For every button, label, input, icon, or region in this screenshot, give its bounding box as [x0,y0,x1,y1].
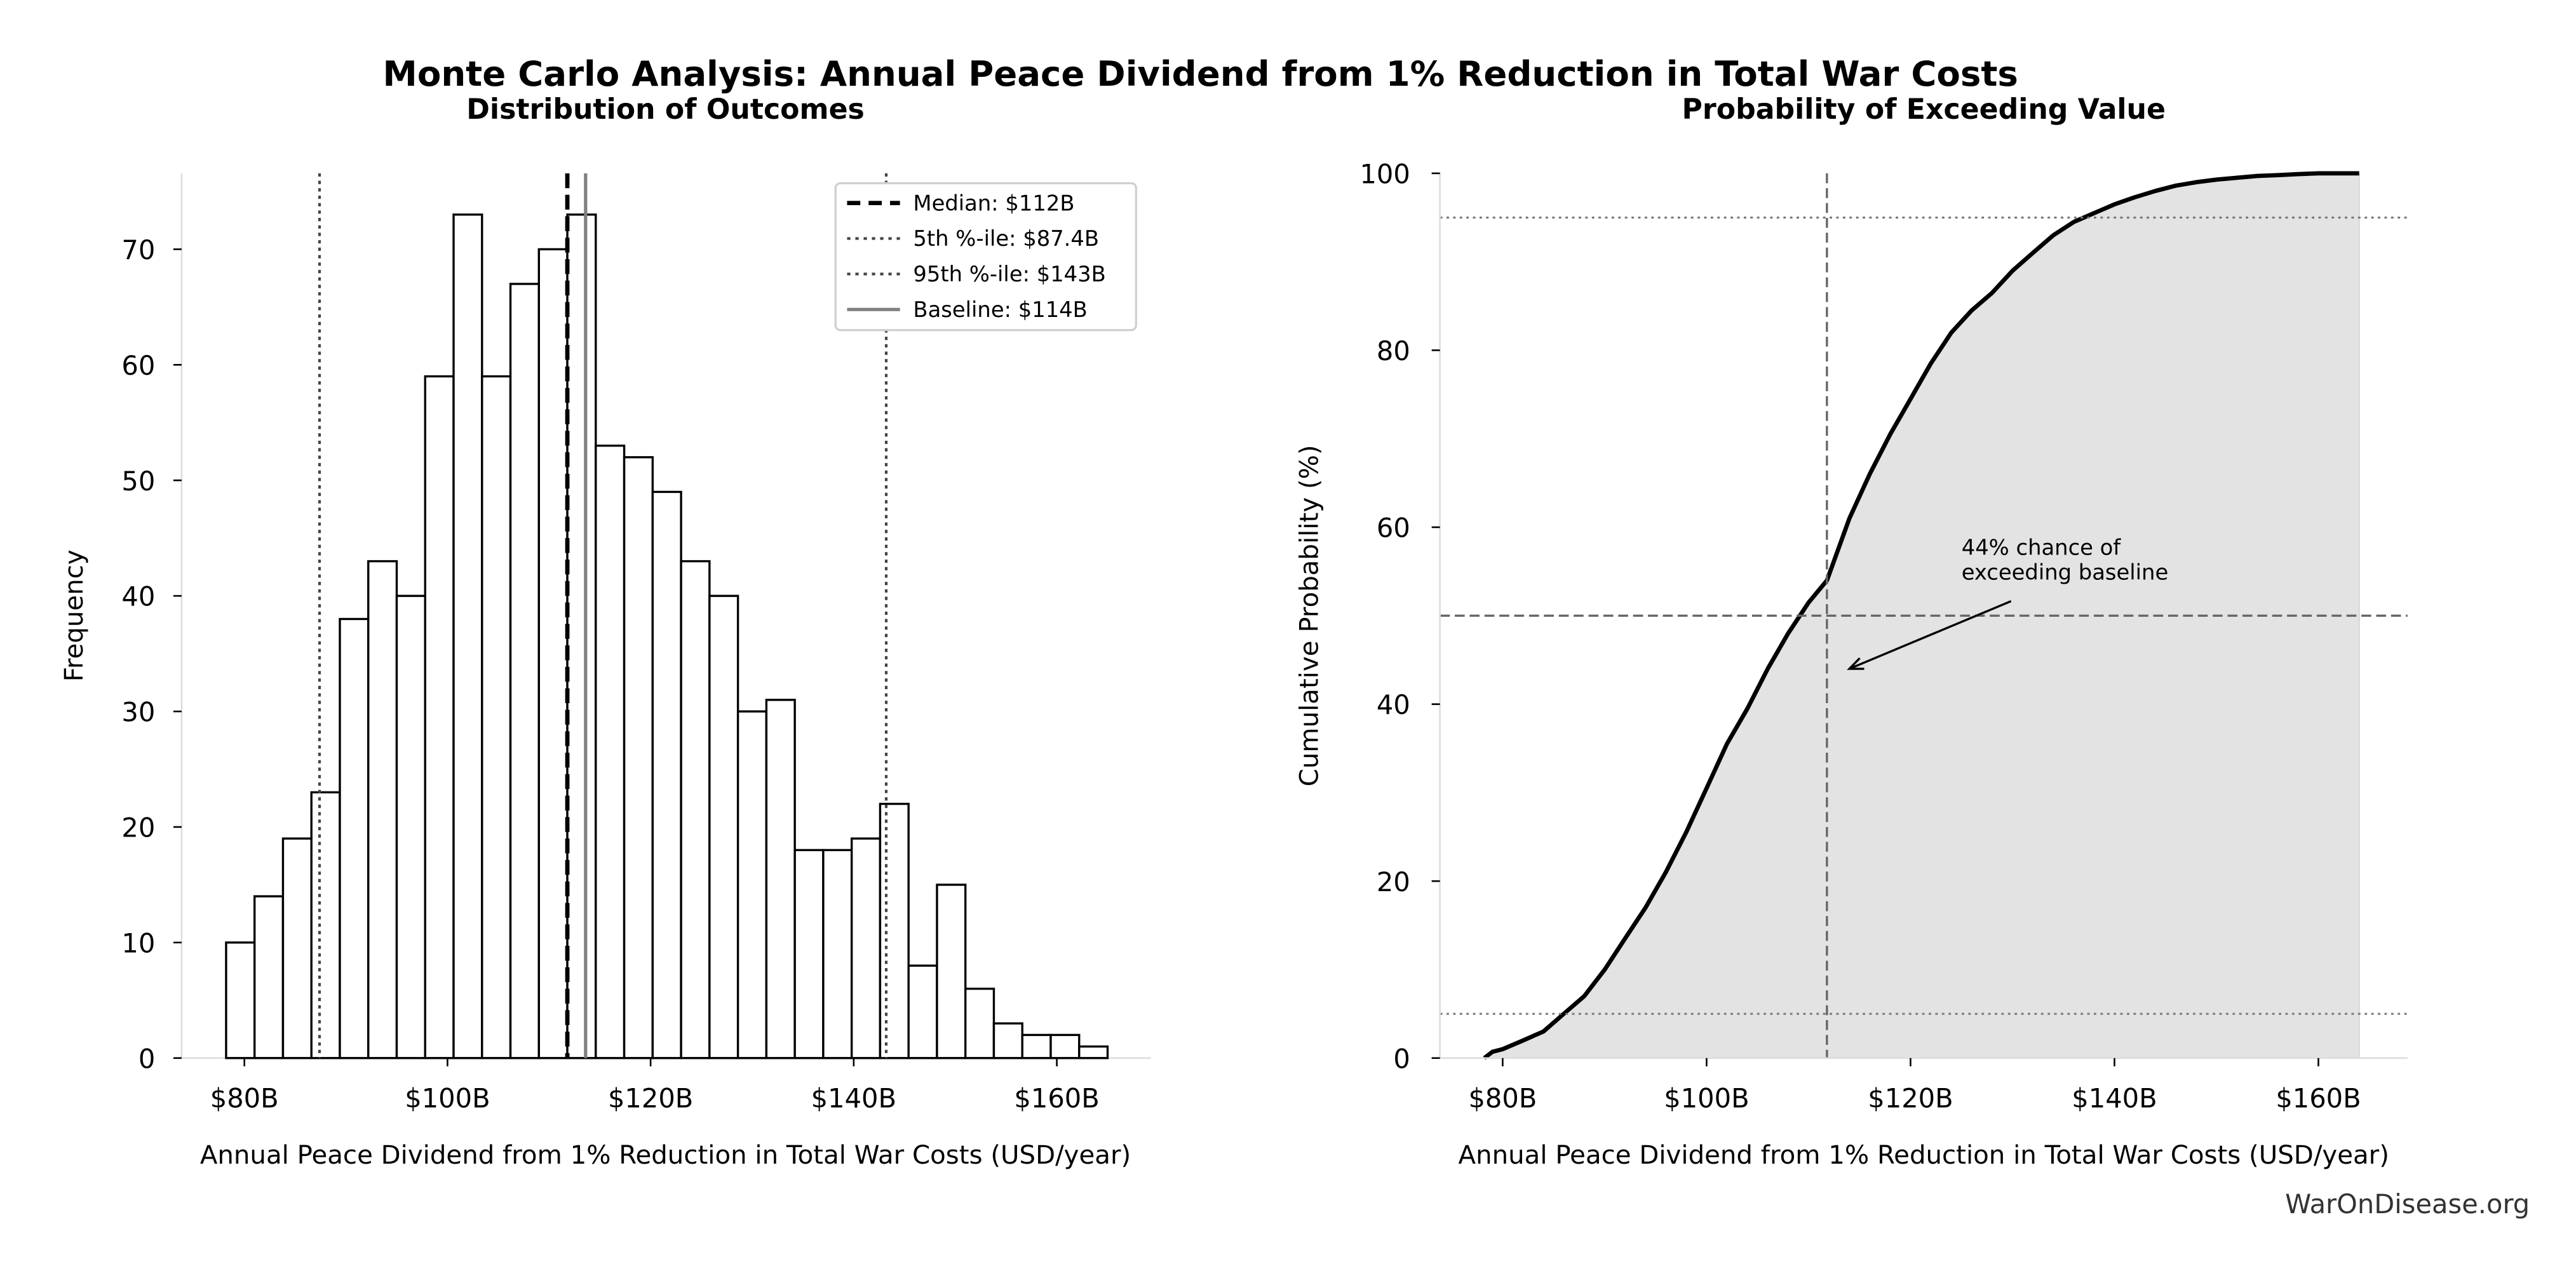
histogram-bar [424,375,455,1059]
x-tick-label: $140B [811,1083,896,1114]
histogram-bar [1049,1033,1081,1059]
baseline-legend-label: Baseline: $114B [913,297,1087,322]
y-tick-label: 20 [121,812,155,844]
histogram-bar [936,884,967,1059]
histogram-bar [765,699,796,1059]
histogram-legend: Median: $112B 5th %-ile: $87.4B 95th %-ile… [834,182,1138,332]
x-tick-label: $100B [405,1083,490,1114]
histogram-bar [736,710,768,1059]
cdf-curve [1483,171,2359,1060]
cdf-axes [1439,173,2408,1059]
histogram-ylabel: Frequency [60,549,89,682]
x-tick-label: $80B [210,1083,279,1114]
histogram-bar [509,283,540,1059]
histogram-bar [850,837,882,1059]
annotation-line-2: exceeding baseline [1962,560,2169,585]
histogram-bar [680,560,711,1059]
histogram-bars [225,213,1109,1059]
histogram-title: Distribution of Outcomes [466,93,865,126]
cdf-ticks: $80B $100B $120B $140B $160B 0 20 40 60 80 100 [1359,158,2361,1113]
annotation-arrow-head [1847,657,1865,670]
histogram-bar [964,987,995,1059]
histogram-bar [793,849,825,1059]
p5-legend-label: 5th %-ile: $87.4B [913,226,1099,251]
cdf-ylabel: Cumulative Probability (%) [1295,445,1324,786]
cdf-title: Probability of Exceeding Value [1682,93,2166,126]
x-tick-label: $100B [1664,1083,1749,1114]
legend-frame [834,182,1138,332]
x-tick-label: $140B [2072,1083,2157,1114]
x-tick-label: $160B [1014,1083,1099,1114]
histogram-bar [367,560,398,1059]
histogram-bar [395,595,426,1059]
x-tick-label: $80B [1468,1083,1537,1114]
histogram-bar [281,837,313,1059]
median-legend-label: Median: $112B [913,191,1074,215]
histogram-bar [708,595,739,1059]
p95-legend-label: 95th %-ile: $143B [913,262,1105,286]
histogram-bar [481,375,512,1059]
histogram-bar [452,213,483,1059]
histogram-bar [310,791,341,1059]
y-tick-label: 60 [121,350,155,381]
histogram-panel: Distribution of Outcomes $80B $100B $120B $… [60,93,1151,1170]
histogram-bar [1078,1045,1109,1059]
histogram-bar [879,802,910,1059]
cdf-panel: Probability of Exceeding Value $80B $100B… [1295,93,2408,1170]
histogram-bar [595,444,626,1059]
x-tick-label: $120B [608,1083,693,1114]
y-tick-label: 0 [138,1043,155,1074]
histogram-bar [651,490,682,1059]
y-tick-label: 50 [121,466,155,497]
y-tick-label: 20 [1377,866,1410,898]
cdf-xlabel: Annual Peace Dividend from 1% Reduction … [1459,1141,2389,1170]
y-tick-label: 40 [121,581,155,612]
y-tick-label: 100 [1359,158,1410,189]
histogram-bar [907,964,938,1059]
histogram-bar [225,941,256,1059]
y-tick-label: 10 [121,927,155,958]
histogram-ticks: $80B $100B $120B $140B $160B 0 10 20 30 40 50 60 70 [121,234,1099,1114]
annotation-line-1: 44% chance of [1962,535,2122,560]
histogram-bar [537,248,569,1059]
histogram-bar [339,617,370,1059]
cdf-reference-lines [1440,173,2408,1058]
y-tick-label: 0 [1393,1043,1410,1074]
y-tick-label: 60 [1377,513,1410,544]
footer-source: WarOnDisease.org [2285,1188,2530,1220]
annotation-arrow-shaft [1849,600,2012,670]
cdf-annotation: 44% chance of exceeding baseline [1847,535,2169,670]
histogram-xlabel: Annual Peace Dividend from 1% Reduction … [200,1141,1131,1170]
histogram-bar [253,895,285,1059]
histogram-reference-lines [318,173,888,1058]
y-tick-label: 30 [121,697,155,728]
x-tick-label: $120B [1868,1083,1953,1114]
histogram-bar [822,849,853,1059]
y-tick-label: 70 [121,234,155,266]
y-tick-label: 40 [1377,689,1410,720]
histogram-bar [623,456,654,1059]
histogram-bar [566,213,597,1059]
histogram-bar [1021,1033,1052,1059]
histogram-bar [992,1022,1023,1059]
y-tick-label: 80 [1377,335,1410,367]
x-tick-label: $160B [2276,1083,2361,1114]
figure-title: Monte Carlo Analysis: Annual Peace Divid… [383,53,2018,94]
